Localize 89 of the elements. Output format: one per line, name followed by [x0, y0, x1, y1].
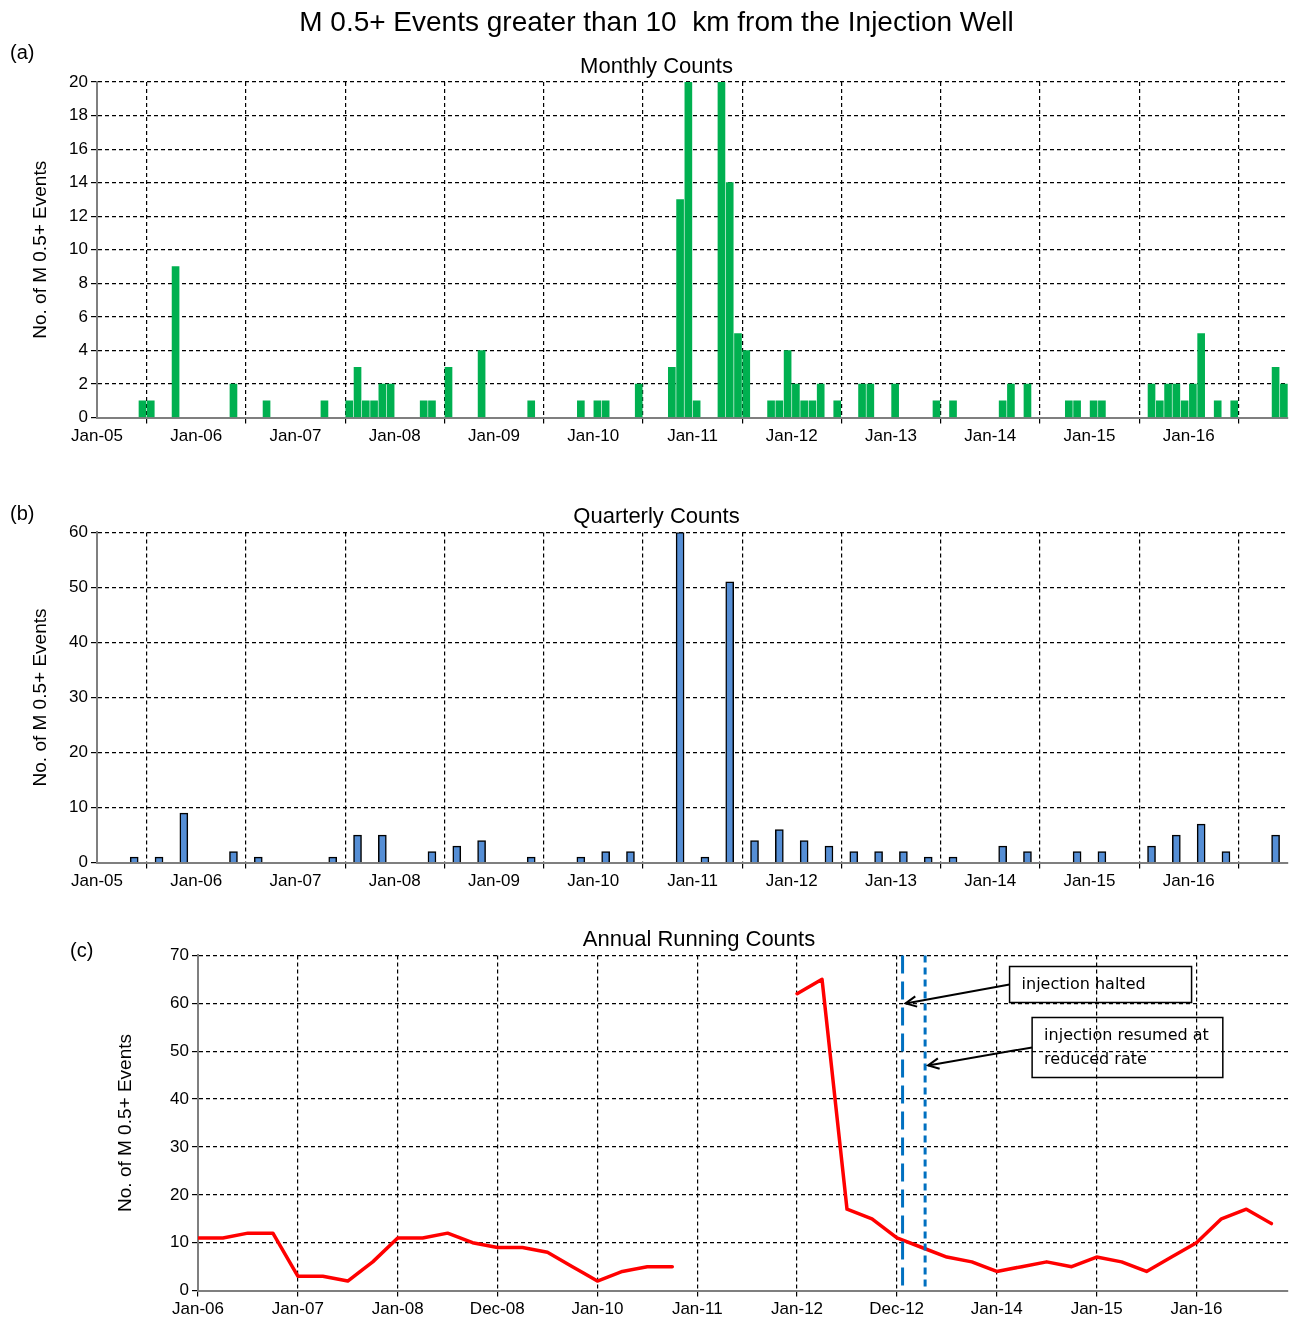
x-tick-label: Jan-09	[468, 871, 520, 891]
y-axis-title: No. of M 0.5+ Events	[113, 1034, 135, 1212]
x-tick-label: Jan-12	[765, 426, 818, 446]
bar	[1213, 400, 1222, 418]
chart-title: Quarterly Counts	[573, 503, 740, 529]
y-tick-label: 12	[69, 205, 88, 225]
x-tick-label: Jan-14	[964, 426, 1017, 446]
bar	[171, 266, 180, 418]
x-tick-label: Jan-07	[269, 871, 322, 891]
x-tick-label: Jan-06	[172, 1299, 224, 1319]
bar	[527, 400, 536, 418]
x-tick-label: Dec-08	[469, 1299, 525, 1319]
x-tick-label: Jan-10	[567, 426, 620, 446]
y-tick-label: 8	[78, 273, 88, 293]
y-tick-label: 60	[170, 992, 189, 1012]
x-tick-label: Dec-12	[869, 1299, 925, 1319]
text: (b)	[10, 501, 35, 524]
y-tick-label: 10	[170, 1232, 189, 1252]
bar	[932, 400, 941, 418]
x-tick-label: Jan-14	[970, 1299, 1023, 1319]
y-tick-label: 0	[78, 407, 88, 427]
y-tick-label: 4	[78, 340, 88, 360]
x-tick-label: Jan-12	[771, 1299, 824, 1319]
x-tick-label: Jan-15	[1063, 426, 1116, 446]
bar	[229, 383, 238, 418]
y-tick-label: 16	[69, 138, 88, 158]
y-tick-label: 10	[69, 797, 88, 817]
bar	[444, 366, 453, 418]
x-tick-label: Jan-15	[1070, 1299, 1123, 1319]
x-tick-label: Jan-11	[667, 871, 718, 891]
bar	[320, 400, 329, 418]
x-tick-label: Jan-09	[468, 426, 520, 446]
bar	[634, 383, 643, 418]
x-tick-label: Jan-16	[1162, 871, 1215, 891]
y-axis-title: No. of M 0.5+ Events	[28, 160, 50, 339]
x-tick-label: Jan-13	[865, 426, 917, 446]
ref-line-label: injection resumed at reduced rate	[1044, 1024, 1209, 1068]
x-tick-label: Jan-12	[765, 871, 818, 891]
chart-title: Annual Running Counts	[582, 926, 816, 952]
y-tick-label: 18	[69, 105, 88, 125]
y-tick-label: 70	[170, 945, 189, 965]
bar	[577, 400, 585, 418]
y-tick-label: 60	[69, 522, 88, 542]
x-tick-label: Jan-05	[71, 426, 123, 446]
bar	[477, 350, 486, 418]
y-tick-label: 40	[170, 1088, 189, 1108]
y-tick-label: 30	[69, 687, 88, 707]
y-tick-label: 2	[78, 373, 88, 393]
text: (a)	[10, 40, 35, 63]
bar	[1023, 383, 1032, 418]
y-tick-label: 40	[69, 632, 88, 652]
x-tick-label: Jan-08	[371, 1299, 424, 1319]
x-tick-label: Jan-16	[1170, 1299, 1223, 1319]
x-tick-label: Jan-13	[865, 871, 917, 891]
y-tick-label: 20	[69, 71, 88, 91]
y-tick-label: 0	[179, 1280, 189, 1300]
bar	[1230, 400, 1239, 418]
x-tick-label: Jan-06	[170, 871, 223, 891]
x-tick-label: Jan-16	[1162, 426, 1215, 446]
x-tick-label: Jan-15	[1063, 871, 1116, 891]
text: (c)	[70, 938, 94, 961]
x-tick-label: Jan-07	[271, 1299, 324, 1319]
y-tick-label: 14	[69, 172, 88, 192]
x-tick-label: Jan-10	[567, 871, 620, 891]
x-tick-label: Jan-08	[368, 426, 421, 446]
x-tick-label: Jan-11	[667, 426, 718, 446]
y-tick-label: 20	[170, 1184, 189, 1204]
y-tick-label: 0	[78, 852, 88, 872]
chart-subtitle: Monthly Counts	[580, 52, 733, 78]
x-tick-label: Jan-10	[571, 1299, 624, 1319]
x-tick-label: Jan-14	[964, 871, 1017, 891]
x-tick-label: Jan-06	[170, 426, 223, 446]
y-tick-label: 6	[78, 306, 88, 326]
bar	[891, 383, 899, 418]
chart-title: M 0.5+ Events greater than 10 km from the Injection Well	[299, 5, 1014, 37]
bar	[262, 400, 271, 418]
x-tick-label: Jan-07	[269, 426, 322, 446]
y-tick-label: 50	[170, 1040, 189, 1060]
x-tick-label: Jan-08	[368, 871, 421, 891]
x-tick-label: Jan-11	[671, 1299, 723, 1319]
y-tick-label: 10	[69, 239, 88, 259]
bar	[833, 400, 842, 418]
y-axis-title: No. of M 0.5+ Events	[28, 608, 50, 787]
y-tick-label: 30	[170, 1136, 189, 1156]
y-tick-label: 50	[69, 577, 88, 597]
ref-line-label: injection halted	[1021, 973, 1146, 993]
y-tick-label: 20	[69, 742, 88, 762]
x-tick-label: Jan-05	[71, 871, 123, 891]
bar	[949, 400, 957, 418]
